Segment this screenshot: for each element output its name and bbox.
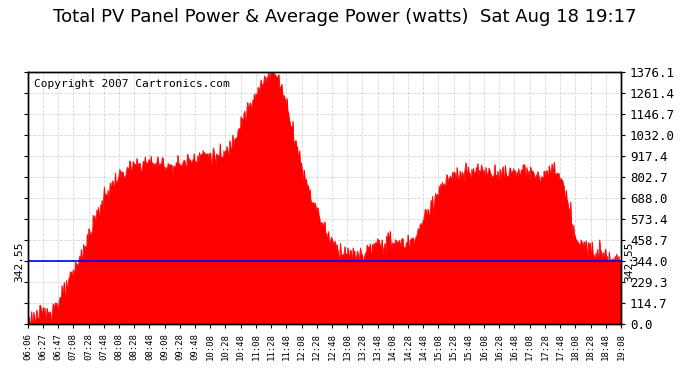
Text: Copyright 2007 Cartronics.com: Copyright 2007 Cartronics.com: [34, 80, 229, 89]
Text: 342.55: 342.55: [14, 241, 25, 282]
Text: 342.55: 342.55: [624, 241, 634, 282]
Text: Total PV Panel Power & Average Power (watts)  Sat Aug 18 19:17: Total PV Panel Power & Average Power (wa…: [53, 8, 637, 26]
